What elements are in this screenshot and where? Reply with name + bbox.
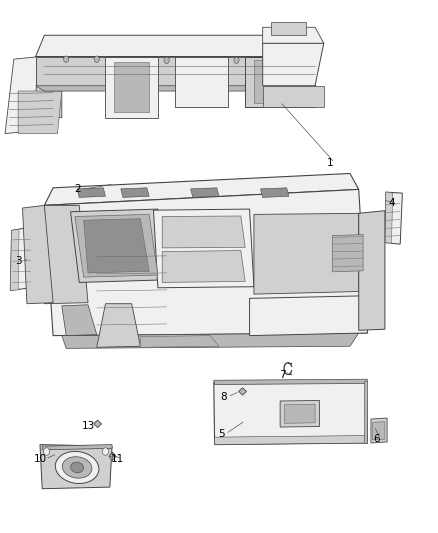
Polygon shape (254, 60, 306, 103)
Polygon shape (191, 188, 219, 197)
Polygon shape (263, 86, 324, 107)
Polygon shape (94, 420, 102, 427)
Polygon shape (332, 235, 363, 272)
Text: 4: 4 (388, 198, 395, 208)
Text: 10: 10 (34, 454, 47, 464)
Polygon shape (109, 452, 116, 461)
Polygon shape (44, 205, 88, 304)
Polygon shape (11, 227, 33, 290)
Polygon shape (250, 296, 367, 336)
Polygon shape (62, 305, 97, 336)
Text: 3: 3 (15, 256, 21, 266)
Polygon shape (42, 445, 112, 450)
Text: 13: 13 (82, 421, 95, 431)
Circle shape (43, 448, 49, 455)
Polygon shape (35, 56, 315, 86)
Text: 5: 5 (218, 429, 225, 439)
Polygon shape (153, 209, 254, 288)
Polygon shape (35, 35, 315, 56)
Polygon shape (75, 214, 158, 277)
Polygon shape (285, 404, 315, 423)
Polygon shape (280, 400, 319, 427)
Polygon shape (62, 333, 359, 349)
Polygon shape (22, 205, 53, 304)
Circle shape (164, 57, 169, 63)
Ellipse shape (55, 451, 99, 483)
Text: 1: 1 (327, 158, 334, 168)
Polygon shape (175, 56, 228, 107)
Polygon shape (364, 381, 367, 443)
Polygon shape (11, 229, 19, 290)
Polygon shape (121, 188, 149, 197)
Polygon shape (385, 192, 403, 244)
Polygon shape (162, 216, 245, 248)
Polygon shape (18, 91, 62, 134)
Polygon shape (97, 304, 141, 348)
Polygon shape (71, 209, 166, 282)
Text: 11: 11 (111, 454, 124, 464)
Polygon shape (373, 422, 385, 440)
Text: 8: 8 (220, 392, 227, 402)
Polygon shape (77, 188, 106, 197)
Polygon shape (5, 56, 40, 134)
Circle shape (94, 56, 99, 62)
Polygon shape (239, 387, 247, 395)
Polygon shape (141, 336, 219, 348)
Polygon shape (359, 211, 385, 330)
Polygon shape (162, 251, 245, 282)
Polygon shape (263, 27, 324, 43)
Text: 7: 7 (279, 370, 286, 381)
Polygon shape (106, 56, 158, 118)
Text: 2: 2 (74, 184, 81, 195)
Polygon shape (44, 189, 367, 336)
Polygon shape (35, 86, 315, 91)
Polygon shape (272, 22, 306, 35)
Polygon shape (44, 173, 359, 205)
Polygon shape (385, 192, 393, 243)
Ellipse shape (71, 462, 84, 473)
Polygon shape (215, 435, 367, 445)
Polygon shape (214, 381, 367, 445)
Polygon shape (114, 62, 149, 112)
Polygon shape (40, 445, 112, 489)
Ellipse shape (62, 457, 92, 478)
Circle shape (102, 448, 109, 455)
Polygon shape (254, 213, 359, 294)
Circle shape (64, 56, 69, 62)
Polygon shape (263, 43, 324, 86)
Polygon shape (371, 418, 387, 443)
Text: 6: 6 (373, 434, 379, 445)
Polygon shape (245, 56, 315, 107)
Circle shape (234, 57, 239, 63)
Polygon shape (18, 56, 62, 118)
Polygon shape (261, 188, 289, 197)
Polygon shape (214, 379, 367, 384)
Polygon shape (84, 219, 149, 273)
